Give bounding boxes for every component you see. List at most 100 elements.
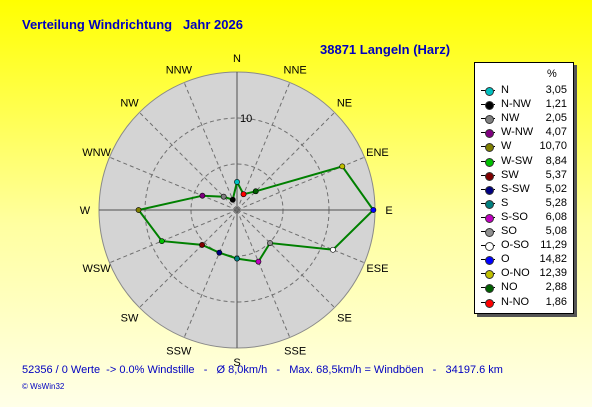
legend-item: NW 2,05 [475, 112, 573, 126]
legend-dot-marker [485, 185, 494, 195]
direction-label: E [385, 205, 392, 217]
legend-item: SW 5,37 [475, 169, 573, 183]
legend-item: S 5,28 [475, 197, 573, 211]
data-point-w-sw [158, 238, 165, 245]
direction-label: WNW [82, 147, 111, 159]
legend-percent-value: 3,05 [545, 84, 567, 96]
data-point-sw [199, 242, 205, 248]
radial-tick-label: 10 [240, 113, 252, 125]
data-point-s [234, 255, 240, 262]
legend-percent-value: 12,39 [539, 267, 567, 280]
legend-direction-label: S [501, 196, 509, 209]
legend-item: O 14,82 [475, 253, 573, 267]
legend-item: N 3,05 [475, 84, 573, 98]
statistics-footer: 52356 / 0 Werte -> 0.0% Windstille - Ø 8… [22, 364, 503, 376]
data-point-so [267, 240, 273, 246]
legend-percent-value: 1,21 [545, 98, 567, 111]
legend-item: NO 2,88 [475, 281, 573, 295]
grid-spoke [236, 209, 365, 264]
legend-dot-marker [485, 256, 494, 266]
legend-dot-marker [485, 284, 494, 294]
direction-label: ESE [366, 263, 388, 275]
legend-item: N-NO 1,86 [475, 296, 573, 310]
legend: % N 3,05 N-NW 1,21 NW 2,05 W-NW 4,07 W 10,70 W-SW 8… [474, 62, 574, 314]
direction-label: S [233, 357, 240, 369]
data-point-o [370, 207, 377, 213]
legend-percent-value: 8,84 [545, 154, 567, 167]
direction-label: NE [337, 98, 352, 110]
grid-spoke [236, 112, 335, 211]
legend-direction-label: NW [501, 112, 520, 125]
data-point-w-nw [199, 192, 206, 199]
legend-percent-value: 11,29 [540, 239, 567, 252]
grid-spoke [109, 156, 238, 211]
legend-dot-marker [485, 213, 494, 223]
legend-dot-marker [485, 242, 494, 252]
data-point-s-sw [216, 249, 223, 256]
legend-percent-value: 6,08 [545, 210, 567, 223]
legend-dot-marker [485, 87, 494, 96]
grid-spoke [183, 82, 238, 211]
legend-dot-marker [485, 171, 494, 181]
direction-label: NW [120, 98, 139, 110]
legend-direction-label: SO [501, 225, 517, 237]
legend-dot-marker [485, 115, 494, 125]
direction-label: WSW [83, 263, 112, 275]
direction-label: ENE [366, 147, 389, 159]
legend-item: SO 5,08 [475, 225, 573, 239]
legend-direction-label: W-SW [501, 154, 533, 167]
legend-percent-value: 4,07 [545, 126, 567, 139]
legend-dot-marker [485, 129, 494, 139]
data-point-n [234, 179, 240, 185]
legend-direction-label: S-SW [501, 182, 530, 195]
legend-percent-value: 10,70 [539, 140, 567, 153]
direction-label: SSW [166, 345, 192, 357]
legend-item: W-NW 4,07 [475, 126, 573, 140]
legend-item: O-SO 11,29 [475, 239, 573, 253]
legend-direction-label: NO [501, 281, 518, 294]
legend-percent-value: 5,02 [545, 182, 567, 195]
data-point-s-so [255, 258, 262, 265]
data-point-n-nw [229, 196, 236, 203]
grid-spoke [236, 209, 335, 308]
data-point-no [252, 188, 259, 195]
legend-direction-label: O-SO [501, 239, 530, 252]
grid-spoke [109, 209, 238, 264]
legend-percent-value: 5,37 [545, 168, 567, 181]
legend-dot-marker [485, 101, 494, 111]
legend-percent-value: 5,08 [545, 225, 567, 237]
legend-percent-value: 5,28 [545, 196, 567, 209]
legend-dot-marker [485, 298, 494, 308]
legend-direction-label: W [501, 140, 512, 153]
direction-label: SW [121, 312, 139, 324]
legend-percent-value: 2,05 [545, 112, 567, 125]
direction-label: SE [337, 312, 352, 324]
direction-label: SSE [284, 345, 306, 357]
grid-spoke [139, 112, 238, 211]
data-point-o-no [339, 163, 346, 170]
legend-item: N-NW 1,21 [475, 98, 573, 112]
grid-spoke [236, 82, 291, 211]
legend-direction-label: O [501, 253, 510, 266]
direction-label: NNE [284, 65, 307, 77]
legend-dot-marker [485, 143, 494, 153]
legend-item: W-SW 8,84 [475, 155, 573, 169]
legend-item: O-NO 12,39 [475, 267, 573, 281]
legend-item: S-SW 5,02 [475, 183, 573, 197]
grid-spoke [236, 209, 291, 338]
legend-direction-label: N-NW [501, 98, 531, 111]
legend-item: W 10,70 [475, 140, 573, 154]
legend-percent-value: 2,88 [545, 281, 567, 294]
legend-dot-marker [485, 270, 494, 280]
legend-dot-marker [485, 199, 494, 209]
chart-title: Verteilung Windrichtung Jahr 2026 [22, 17, 243, 32]
legend-percent-value: 1,86 [545, 295, 567, 308]
direction-label: NNW [166, 65, 193, 77]
grid-spoke [139, 209, 238, 308]
data-point-nw [220, 193, 227, 200]
legend-direction-label: O-NO [501, 267, 530, 280]
data-point-o-so [330, 246, 336, 253]
legend-direction-label: N-NO [501, 295, 530, 308]
direction-label: W [80, 205, 91, 217]
